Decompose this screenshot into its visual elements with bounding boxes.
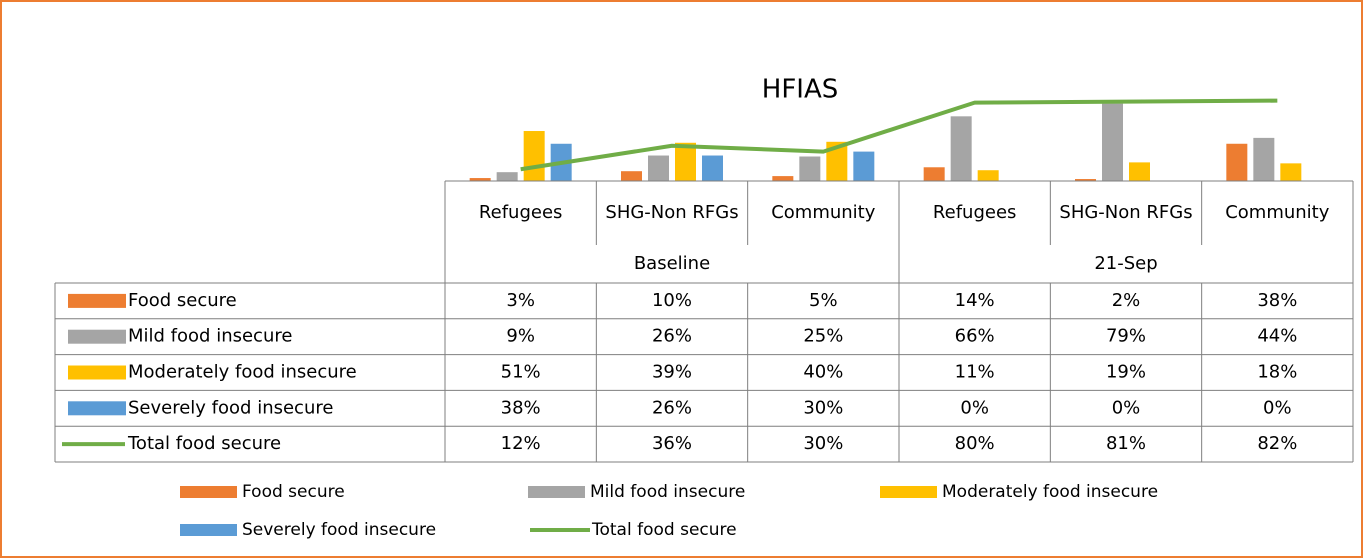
legend-key (180, 486, 237, 498)
cell-value: 44% (1257, 326, 1297, 347)
category-label-box: SHG-Non RFGs (1059, 202, 1193, 223)
legend-key (528, 486, 585, 498)
cell-value: 81% (1106, 433, 1146, 454)
legend-label: Total food secure (591, 520, 737, 540)
bar (648, 155, 669, 181)
cell-value: 12% (501, 433, 541, 454)
cell-value: 2% (1112, 290, 1141, 311)
cell-value: 10% (652, 290, 692, 311)
row-label: Total food secure (127, 433, 281, 454)
category-label-box: Refugees (478, 202, 563, 223)
cell-value: 18% (1257, 362, 1297, 383)
cell-value: 14% (955, 290, 995, 311)
bar (1129, 162, 1150, 181)
bar (1253, 137, 1275, 181)
cell-value: 80% (955, 433, 995, 454)
row-label: Food secure (128, 290, 237, 311)
group-label: 21-Sep (1094, 253, 1157, 274)
category-label: SHG-Non RFGs (1059, 202, 1193, 223)
cell-value: 40% (803, 362, 843, 383)
bar (950, 116, 972, 181)
cell-value: 39% (652, 362, 692, 383)
cell-value: 26% (652, 326, 692, 347)
legend-label: Mild food insecure (590, 482, 745, 502)
cell-value: 36% (652, 433, 692, 454)
category-label-box: Community (1225, 202, 1330, 223)
cell-value: 0% (1112, 397, 1141, 418)
cell-value: 0% (960, 397, 989, 418)
category-label-box: Refugees (932, 202, 1017, 223)
bar (675, 142, 696, 181)
row-label: Moderately food insecure (128, 362, 357, 383)
category-label-box: SHG-Non RFGs (605, 202, 739, 223)
category-label: Refugees (932, 202, 1017, 223)
legend-key (180, 524, 237, 536)
row-label: Severely food insecure (128, 397, 333, 418)
cell-value: 66% (955, 326, 995, 347)
category-label: Community (1225, 202, 1330, 223)
bar (1280, 163, 1302, 181)
cell-value: 38% (501, 397, 541, 418)
row-key (68, 329, 126, 344)
cell-value: 79% (1106, 326, 1146, 347)
row-label: Mild food insecure (128, 326, 292, 347)
cell-value: 3% (506, 290, 535, 311)
category-label: Refugees (478, 202, 563, 223)
row-key (68, 401, 126, 416)
bar (702, 155, 723, 181)
bar (621, 171, 642, 181)
bar (977, 170, 999, 181)
bar (853, 151, 875, 181)
cell-value: 25% (803, 326, 843, 347)
bar (1075, 179, 1096, 181)
cell-value: 51% (501, 362, 541, 383)
bar (469, 178, 491, 181)
bar (799, 156, 821, 181)
cell-value: 5% (809, 290, 838, 311)
row-key (68, 293, 126, 308)
bar (1102, 103, 1123, 181)
legend-key (880, 486, 937, 498)
cell-value: 38% (1257, 290, 1297, 311)
bar (496, 172, 518, 181)
legend-label: Severely food insecure (242, 520, 436, 540)
line-series (520, 98, 1278, 172)
category-label: Community (771, 202, 876, 223)
category-label-box: Community (771, 202, 876, 223)
bar (923, 167, 945, 181)
cell-value: 9% (506, 326, 535, 347)
bar (523, 131, 545, 181)
cell-value: 26% (652, 397, 692, 418)
bar (772, 176, 794, 181)
row-key (68, 365, 126, 380)
bar (826, 141, 848, 181)
legend-label: Food secure (242, 482, 345, 502)
cell-value: 19% (1106, 362, 1146, 383)
cell-value: 30% (803, 397, 843, 418)
cell-value: 82% (1257, 433, 1297, 454)
category-label: SHG-Non RFGs (605, 202, 739, 223)
bar (1226, 143, 1248, 181)
chart-title: HFIAS (762, 75, 838, 105)
cell-value: 0% (1263, 397, 1292, 418)
legend-label: Moderately food insecure (942, 482, 1158, 502)
group-label: Baseline (634, 253, 710, 274)
cell-value: 11% (955, 362, 995, 383)
cell-value: 30% (803, 433, 843, 454)
